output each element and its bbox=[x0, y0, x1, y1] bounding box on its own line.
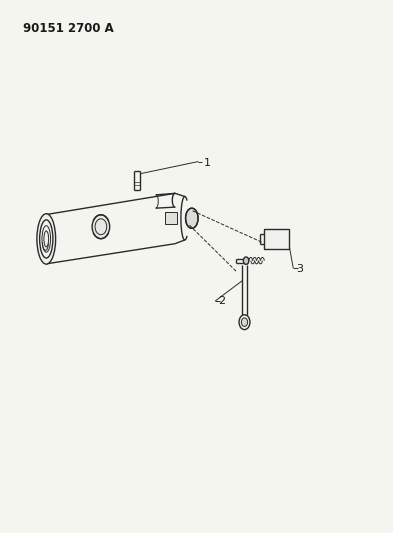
FancyBboxPatch shape bbox=[165, 213, 177, 224]
Ellipse shape bbox=[239, 315, 250, 329]
Text: 90151 2700 A: 90151 2700 A bbox=[23, 21, 114, 35]
Ellipse shape bbox=[241, 318, 248, 326]
Ellipse shape bbox=[37, 214, 56, 264]
Ellipse shape bbox=[243, 257, 249, 264]
Text: 2: 2 bbox=[218, 296, 225, 306]
Text: 1: 1 bbox=[204, 158, 211, 168]
Ellipse shape bbox=[185, 208, 198, 228]
FancyBboxPatch shape bbox=[264, 229, 289, 249]
Text: 3: 3 bbox=[296, 264, 303, 274]
Ellipse shape bbox=[40, 220, 53, 258]
Ellipse shape bbox=[92, 215, 110, 239]
